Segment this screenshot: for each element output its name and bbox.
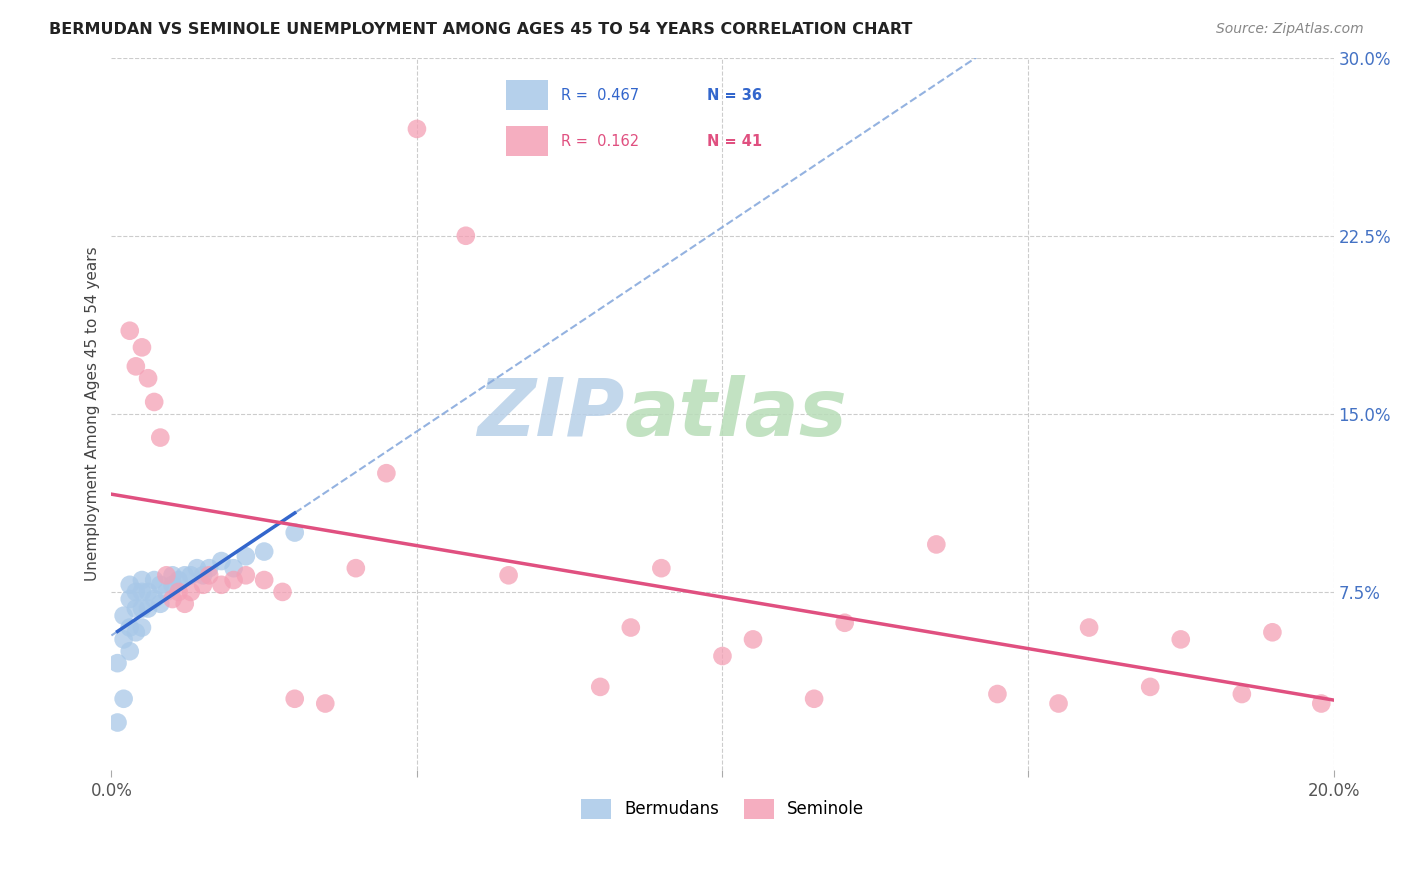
Point: [131, 340, 153, 354]
Point: [209, 578, 232, 592]
Point: [191, 568, 214, 582]
Point: [198, 568, 221, 582]
Point: [191, 578, 214, 592]
Text: BERMUDAN VS SEMINOLE UNEMPLOYMENT AMONG AGES 45 TO 54 YEARS CORRELATION CHART: BERMUDAN VS SEMINOLE UNEMPLOYMENT AMONG …: [49, 22, 912, 37]
Point: [143, 573, 166, 587]
Point: [1230, 687, 1253, 701]
Point: [155, 568, 177, 582]
Point: [143, 395, 166, 409]
Point: [271, 585, 294, 599]
Point: [162, 578, 184, 592]
Point: [149, 597, 172, 611]
Point: [1139, 680, 1161, 694]
Legend: Bermudans, Seminole: Bermudans, Seminole: [574, 792, 870, 826]
Point: [173, 597, 195, 611]
Point: [284, 525, 307, 540]
Point: [498, 568, 520, 582]
Point: [125, 625, 148, 640]
Point: [406, 122, 429, 136]
Point: [112, 691, 135, 706]
Point: [1047, 697, 1070, 711]
Point: [222, 561, 245, 575]
Point: [131, 621, 153, 635]
Point: [118, 644, 141, 658]
Point: [125, 585, 148, 599]
Point: [198, 561, 221, 575]
Point: [235, 568, 257, 582]
Point: [454, 228, 477, 243]
Point: [742, 632, 765, 647]
Text: ZIP: ZIP: [477, 375, 624, 453]
Point: [112, 608, 135, 623]
Point: [284, 691, 307, 706]
Point: [167, 573, 190, 587]
Point: [1261, 625, 1284, 640]
Point: [162, 592, 184, 607]
Point: [620, 621, 643, 635]
Point: [143, 592, 166, 607]
Point: [834, 615, 856, 630]
Point: [107, 656, 129, 670]
Point: [235, 549, 257, 564]
Point: [650, 561, 672, 575]
Point: [209, 554, 232, 568]
Point: [125, 601, 148, 615]
Point: [589, 680, 612, 694]
Point: [180, 585, 202, 599]
Point: [162, 568, 184, 582]
Point: [1170, 632, 1192, 647]
Point: [253, 573, 276, 587]
Point: [136, 371, 159, 385]
Point: [186, 561, 208, 575]
Point: [125, 359, 148, 374]
Point: [107, 715, 129, 730]
Point: [131, 601, 153, 615]
Point: [173, 568, 195, 582]
Point: [986, 687, 1008, 701]
Point: [112, 632, 135, 647]
Point: [131, 585, 153, 599]
Point: [1310, 697, 1333, 711]
Point: [711, 648, 734, 663]
Point: [118, 621, 141, 635]
Y-axis label: Unemployment Among Ages 45 to 54 years: Unemployment Among Ages 45 to 54 years: [86, 246, 100, 582]
Point: [118, 324, 141, 338]
Point: [149, 431, 172, 445]
Point: [314, 697, 336, 711]
Point: [180, 568, 202, 582]
Point: [167, 585, 190, 599]
Point: [803, 691, 825, 706]
Point: [344, 561, 367, 575]
Point: [149, 578, 172, 592]
Point: [222, 573, 245, 587]
Point: [118, 578, 141, 592]
Point: [118, 592, 141, 607]
Point: [136, 585, 159, 599]
Text: atlas: atlas: [624, 375, 848, 453]
Point: [925, 537, 948, 551]
Text: Source: ZipAtlas.com: Source: ZipAtlas.com: [1216, 22, 1364, 37]
Point: [131, 573, 153, 587]
Point: [155, 585, 177, 599]
Point: [253, 544, 276, 558]
Point: [1078, 621, 1101, 635]
Point: [375, 466, 398, 480]
Point: [136, 601, 159, 615]
